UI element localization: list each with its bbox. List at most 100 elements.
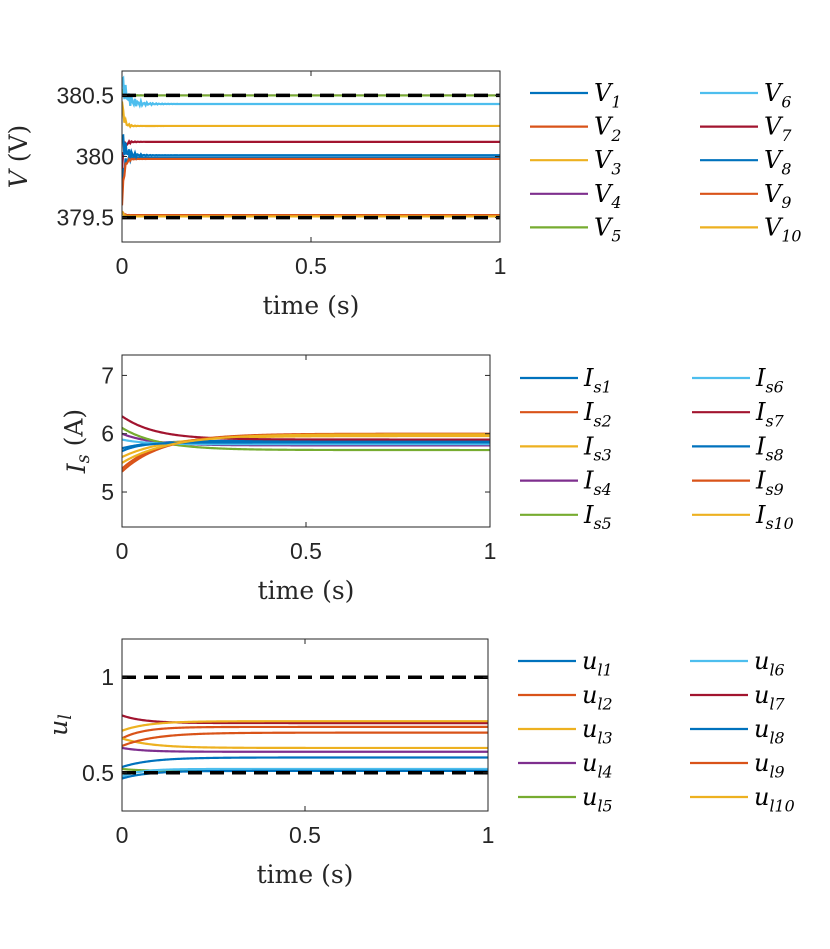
legend-entry: Is1 <box>583 364 612 396</box>
legend-entry: V4 <box>594 180 621 212</box>
series-line-voltage-10 <box>122 210 500 218</box>
y-axis-label: ul <box>44 714 76 736</box>
legend-entry: Is3 <box>583 432 612 464</box>
x-axis-label: time (s) <box>257 860 354 889</box>
legend-entry-symbol: V <box>594 213 614 241</box>
legend-entry: Is5 <box>583 501 612 533</box>
series-group <box>122 714 488 780</box>
series-line-control-input-6 <box>122 767 488 778</box>
y-axis-label-unit: (V) <box>4 125 33 171</box>
legend-entry: ul10 <box>754 783 795 815</box>
legend-entry: V8 <box>764 146 791 178</box>
legend-entry: Is4 <box>583 467 612 499</box>
legend-entry-symbol: u <box>582 681 597 709</box>
legend-entry: Is10 <box>755 501 794 533</box>
legend-entry: Is6 <box>755 364 784 396</box>
legend-entry-symbol: u <box>754 749 769 777</box>
legend-entry-subscript: l4 <box>597 762 612 781</box>
series-line-control-input-4 <box>122 746 488 753</box>
legend-entry: ul9 <box>754 749 785 781</box>
y-axis-label-symbol: u <box>44 720 73 736</box>
legend-entry: V10 <box>764 213 802 245</box>
x-tick-label: 0 <box>116 822 129 848</box>
series-group <box>122 75 500 218</box>
series-line-control-input-9 <box>122 731 488 748</box>
legend-entry-subscript: s10 <box>765 514 793 533</box>
legend-entry-symbol: V <box>764 113 784 141</box>
x-axis-label: time (s) <box>263 291 360 320</box>
legend-entry-subscript: l6 <box>769 660 784 679</box>
series-line-control-input-1 <box>122 756 488 769</box>
legend-entry-symbol: I <box>755 398 766 426</box>
legend-entry-symbol: V <box>594 180 614 208</box>
legend-entry-symbol: I <box>755 467 766 495</box>
legend-entry: ul8 <box>754 715 785 747</box>
legend-entry: Is8 <box>755 432 784 464</box>
legend-entry-subscript: s2 <box>593 412 611 431</box>
legend-entry-symbol: u <box>582 715 597 743</box>
legend-entry-symbol: u <box>754 715 769 743</box>
legend-entry-subscript: l3 <box>597 728 612 747</box>
legend-entry-symbol: V <box>764 213 784 241</box>
legend-entry: Is9 <box>755 467 784 499</box>
legend-entry-subscript: 10 <box>781 227 801 246</box>
legend-entry-symbol: V <box>764 79 784 107</box>
y-tick-label: 0.5 <box>82 760 114 786</box>
x-tick-label: 1 <box>494 253 507 279</box>
x-tick-label: 0.5 <box>290 538 322 564</box>
y-axis-label: V (V) <box>4 125 33 189</box>
legend-entry-symbol: u <box>582 647 597 675</box>
series-line-control-input-2 <box>122 725 488 740</box>
y-tick-label: 380 <box>76 144 114 170</box>
series-line-voltage-2 <box>122 156 500 206</box>
y-tick-label: 1 <box>101 664 114 690</box>
legend-entry: ul7 <box>754 681 786 713</box>
legend-entry-symbol: I <box>755 432 766 460</box>
legend-entry-subscript: 1 <box>611 92 621 111</box>
legend-entry-subscript: 5 <box>611 227 621 246</box>
y-axis-label: Is (A) <box>59 409 94 474</box>
series-group <box>122 415 490 473</box>
legend-entry-symbol: u <box>582 749 597 777</box>
legend-entry-subscript: l2 <box>597 694 612 713</box>
legend-entry-subscript: s4 <box>593 480 611 499</box>
y-tick-label: 7 <box>101 362 114 388</box>
legend-entry: ul6 <box>754 647 785 679</box>
legend-entry-subscript: 8 <box>781 160 791 179</box>
legend-entry-symbol: I <box>583 364 594 392</box>
legend-entry-symbol: I <box>583 432 594 460</box>
legend-entry: ul2 <box>582 681 613 713</box>
legend-entry-symbol: u <box>754 681 769 709</box>
legend-entry-subscript: l9 <box>769 762 784 781</box>
series-line-source-current-5 <box>122 426 490 452</box>
legend-entry: V2 <box>594 113 621 145</box>
legend-entry-symbol: V <box>764 146 784 174</box>
series-line-voltage-7 <box>122 139 500 169</box>
y-tick-label: 6 <box>101 421 114 447</box>
y-axis-label-unit: (A) <box>59 409 88 455</box>
legend-entry-subscript: s7 <box>765 412 784 431</box>
legend-entry-symbol: V <box>594 113 614 141</box>
legend-entry-subscript: s6 <box>765 377 783 396</box>
y-tick-label: 5 <box>101 479 114 505</box>
y-tick-label: 379.5 <box>56 205 114 231</box>
legend-entry-subscript: l10 <box>769 796 794 815</box>
x-tick-label: 0 <box>116 253 129 279</box>
legend-entry-subscript: 9 <box>781 193 791 212</box>
legend-entry-subscript: s1 <box>593 377 611 396</box>
x-axis-label: time (s) <box>258 576 355 605</box>
legend-entry: V1 <box>594 79 621 111</box>
series-line-source-current-10 <box>122 433 490 464</box>
legend-entry-subscript: l8 <box>769 728 784 747</box>
series-line-voltage-8 <box>122 134 500 160</box>
legend-entry-subscript: s3 <box>593 446 611 465</box>
legend-entry: V9 <box>764 180 791 212</box>
x-tick-label: 1 <box>482 822 495 848</box>
